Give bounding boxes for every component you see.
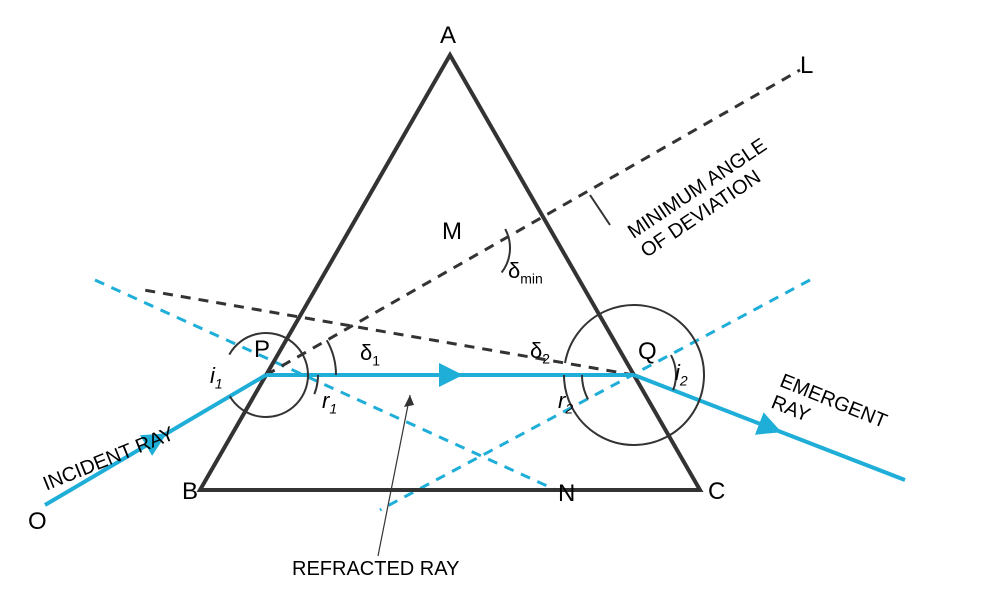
refracted-pointer	[378, 395, 410, 556]
label-B: B	[182, 478, 198, 506]
label-N: N	[558, 480, 575, 508]
deviation-tick	[590, 195, 610, 225]
incident-extension	[266, 70, 800, 375]
label-M: M	[442, 218, 462, 246]
emergent-ray-arrow	[769, 427, 771, 428]
label-dmin: δmin	[508, 258, 543, 286]
label-i1: i1	[210, 363, 223, 391]
label-C: C	[708, 478, 725, 506]
label-r1: r1	[322, 388, 337, 416]
label-Q: Q	[638, 338, 657, 366]
label-r2: r2	[558, 388, 573, 416]
angle-arc	[327, 340, 336, 375]
normal-at-P	[95, 280, 556, 490]
angle-arc	[582, 375, 588, 399]
label-d1: δ1	[360, 340, 380, 368]
label-A: A	[440, 22, 456, 50]
prism-triangle	[200, 55, 700, 490]
normal-at-Q	[380, 280, 810, 510]
diagram-canvas	[0, 0, 990, 616]
angle-arc	[314, 375, 318, 394]
label-refracted-ray: REFRACTED RAY	[292, 558, 459, 581]
refracted-pointer-arrow	[404, 395, 414, 407]
label-d2: δ2	[530, 338, 550, 366]
label-P: P	[254, 336, 270, 364]
label-i2: i2	[675, 360, 688, 388]
label-O: O	[28, 508, 47, 536]
label-L: L	[800, 52, 813, 80]
